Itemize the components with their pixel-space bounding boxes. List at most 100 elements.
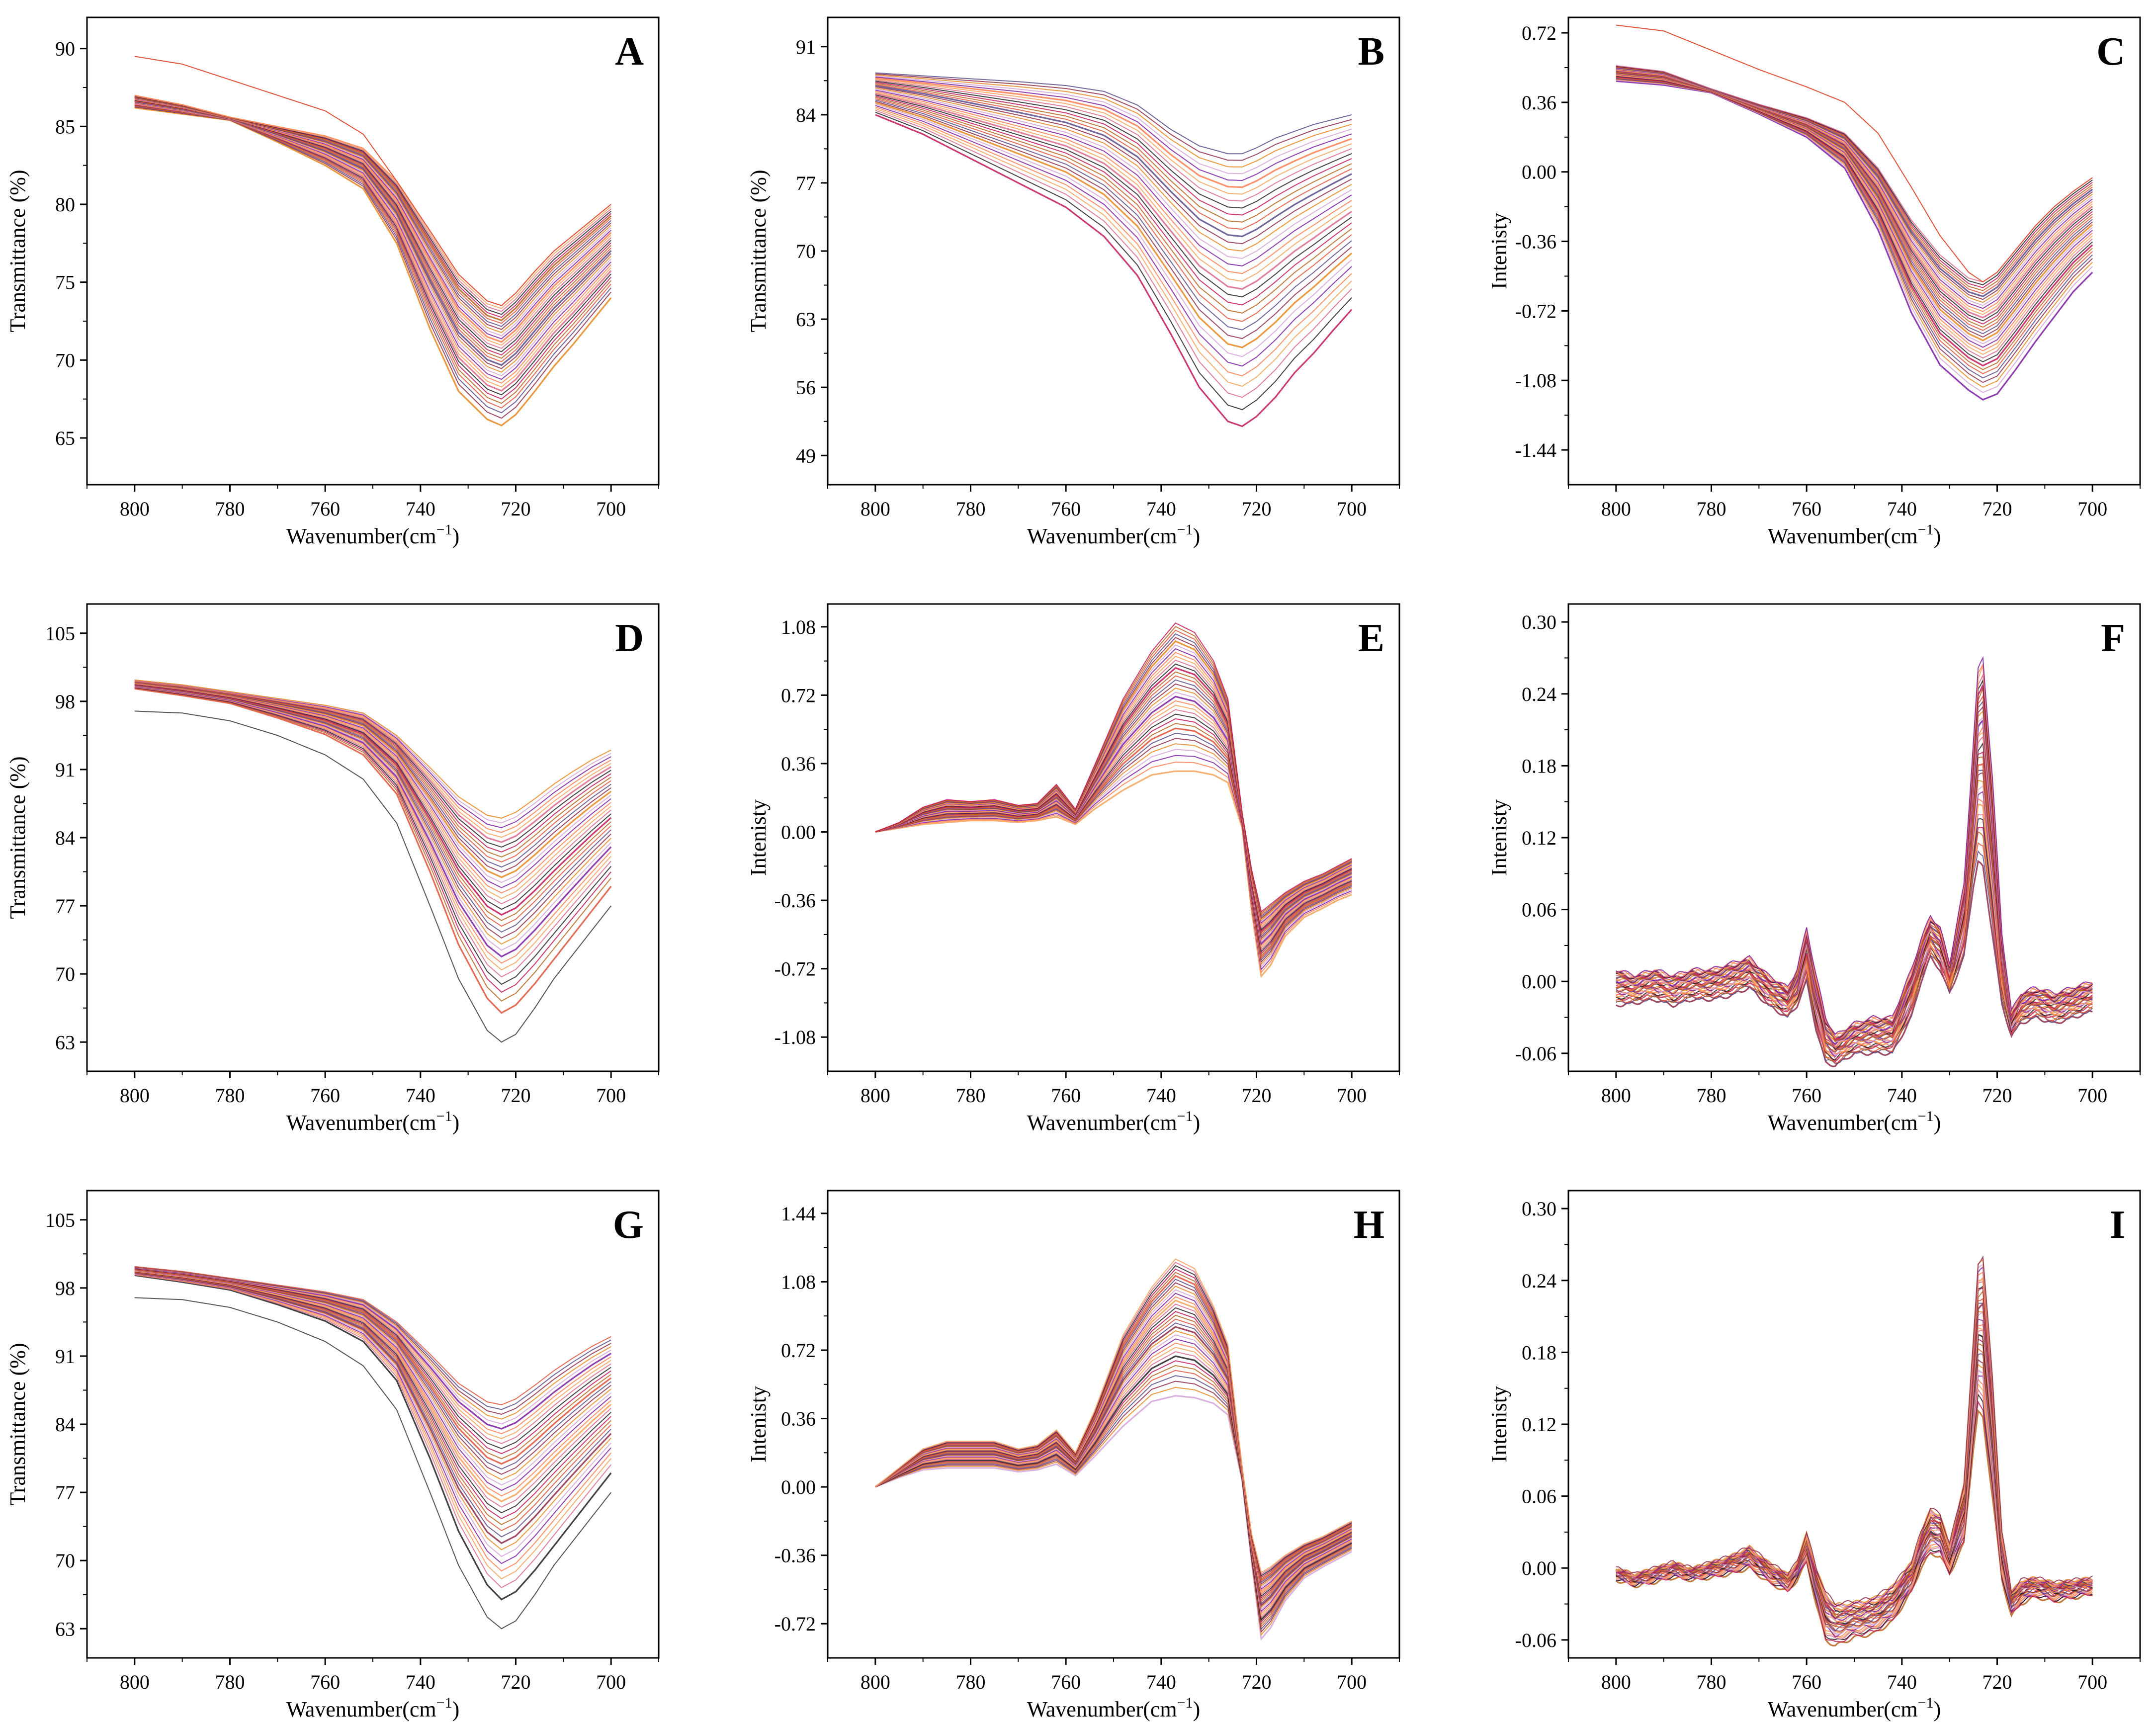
spectrum-line [875, 88, 1352, 259]
spectrum-line [875, 86, 1352, 245]
outlier-line [1616, 24, 2093, 283]
spectrum-line [134, 99, 611, 349]
spectrum-line [134, 97, 611, 334]
spectrum-line [1616, 666, 2093, 1039]
x-tick-label: 760 [310, 1671, 340, 1693]
y-tick-label: 63 [55, 1031, 75, 1053]
spectrum-line [134, 1266, 611, 1405]
spectrum-line [134, 1269, 611, 1470]
y-tick-label: 0.72 [1522, 22, 1556, 44]
series-group [874, 1258, 1352, 1641]
y-axis-label: Intenisty [746, 799, 771, 876]
spectrum-line [134, 102, 611, 384]
panel-label: H [1354, 1203, 1384, 1247]
y-tick-label: 1.08 [781, 1271, 816, 1293]
spectrum-line [875, 683, 1352, 940]
spectrum-line [875, 80, 1352, 202]
spectrum-line [875, 105, 1352, 367]
series-group [875, 622, 1352, 978]
x-tick-label: 720 [1242, 1084, 1272, 1107]
spectrum-line [875, 679, 1352, 938]
panel-label: A [615, 30, 644, 74]
series-group [134, 56, 612, 427]
spectrum-line [874, 1326, 1352, 1607]
spectrum-line [134, 1274, 611, 1588]
spectrum-line [875, 1355, 1352, 1622]
spectrum-line [1616, 78, 2093, 383]
spectrum-line [134, 1268, 611, 1460]
spectrum-line [875, 1351, 1352, 1619]
y-tick-label: 70 [55, 963, 75, 985]
spectrum-line [875, 1318, 1352, 1603]
series-group [1615, 656, 2093, 1068]
spectrum-line [875, 727, 1352, 959]
spectrum-line [134, 1269, 611, 1475]
spectrum-line [134, 102, 611, 376]
series-group [1616, 24, 2093, 401]
spectrum-line [875, 90, 1352, 274]
x-axis-label: Wavenumber(cm−1) [1027, 1108, 1200, 1135]
spectrum-line [875, 770, 1352, 978]
y-tick-label: 0.00 [781, 821, 816, 844]
y-tick-label: 0.00 [1522, 161, 1556, 183]
spectrum-line [875, 1296, 1352, 1592]
spectrum-line [875, 637, 1352, 919]
y-tick-label: 0.30 [1522, 1198, 1556, 1220]
spectrum-line [1616, 1400, 2093, 1643]
x-axis-label: Wavenumber(cm−1) [286, 521, 459, 548]
spectrum-line [134, 1268, 611, 1455]
spectrum-line [875, 1365, 1352, 1626]
x-tick-label: 760 [310, 498, 340, 520]
x-tick-label: 740 [1887, 1671, 1917, 1693]
y-tick-label: 63 [796, 308, 816, 331]
x-axis-label: Wavenumber(cm−1) [286, 1108, 459, 1135]
spectrum-line [1616, 78, 2093, 379]
y-tick-label: 0.72 [781, 684, 816, 706]
x-tick-label: 720 [501, 498, 531, 520]
spectrum-line [875, 1286, 1352, 1587]
y-tick-label: -1.44 [1515, 439, 1556, 461]
panel-label: G [613, 1203, 644, 1247]
x-axis-label: Wavenumber(cm−1) [1027, 1695, 1200, 1722]
y-tick-label: 0.18 [1522, 755, 1556, 777]
spectrum-line [1616, 1281, 2093, 1611]
y-tick-label: 0.00 [781, 1476, 816, 1498]
y-axis-label: Transmittance (%) [746, 170, 771, 332]
y-tick-label: 0.36 [1522, 91, 1556, 114]
y-tick-label: -0.36 [775, 889, 816, 912]
spectrum-line [875, 1311, 1352, 1599]
x-tick-label: 780 [215, 1084, 245, 1107]
spectrum-line [875, 626, 1352, 914]
y-tick-label: 91 [55, 759, 75, 781]
spectrum-line [1616, 813, 2093, 1059]
spectrum-line [875, 101, 1353, 348]
panel-label: C [2096, 30, 2125, 74]
spectrum-line [875, 1272, 1352, 1580]
spectrum-line [875, 1380, 1352, 1633]
y-tick-label: 1.44 [781, 1203, 816, 1225]
spectrum-line [875, 92, 1352, 282]
y-tick-label: -0.72 [775, 958, 816, 980]
spectrum-line [1616, 72, 2093, 342]
panel-E: 800 780 760 740 720 700 -1.08 -0.72 -0.36 0.00 0.3… [746, 603, 1400, 1135]
series-group [875, 72, 1353, 428]
spectrum-line [875, 1370, 1352, 1628]
y-tick-label: 0.00 [1522, 970, 1556, 993]
y-tick-label: 0.00 [1522, 1557, 1556, 1579]
spectrum-line [1616, 1368, 2093, 1635]
plot-frame [1567, 16, 2141, 486]
x-tick-label: 800 [120, 1671, 150, 1693]
spectrum-line [1616, 69, 2093, 319]
spectrum-line [1616, 1259, 2093, 1606]
x-tick-label: 720 [501, 1084, 531, 1107]
spectrum-line [1616, 77, 2093, 374]
spectrum-line [134, 106, 611, 419]
spectrum-line [875, 1268, 1352, 1578]
spectrum-line [875, 73, 1352, 161]
spectrum-line [875, 72, 1352, 155]
spectrum-line [875, 718, 1352, 955]
y-tick-label: 77 [796, 172, 816, 194]
spectrum-line [875, 1262, 1352, 1575]
y-tick-label: 84 [55, 827, 75, 849]
x-tick-label: 740 [1146, 1084, 1176, 1107]
